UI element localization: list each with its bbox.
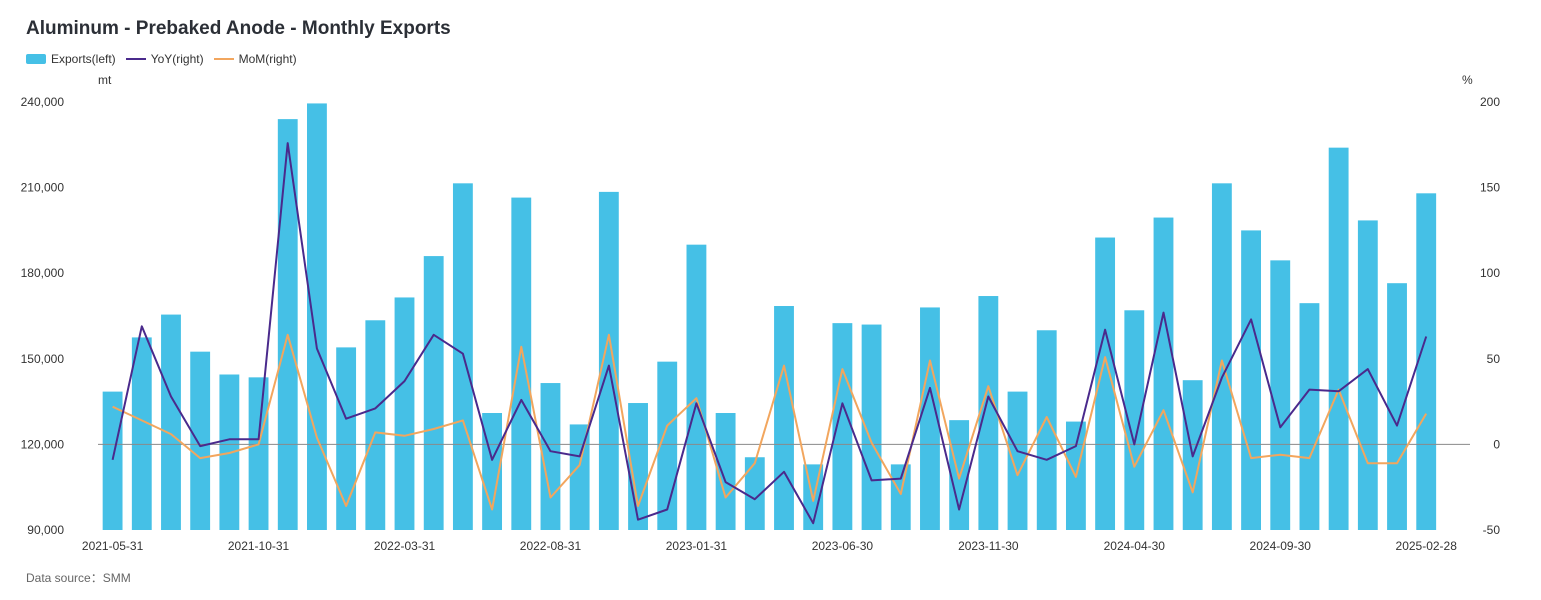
y-right-tick-label: 0 bbox=[1493, 437, 1500, 451]
y-right-tick-label: -50 bbox=[1483, 523, 1501, 537]
bar-exports bbox=[569, 424, 590, 530]
y-right-tick-label: 50 bbox=[1487, 352, 1501, 366]
y-left-tick-label: 150,000 bbox=[21, 352, 65, 366]
bar-exports bbox=[1241, 230, 1261, 530]
bar-exports bbox=[1095, 237, 1116, 531]
x-tick-label: 2023-01-31 bbox=[666, 539, 728, 553]
bar-exports bbox=[1270, 260, 1291, 530]
bar-exports bbox=[1211, 183, 1232, 530]
bar-exports bbox=[598, 191, 619, 530]
x-tick-label: 2023-06-30 bbox=[812, 539, 874, 553]
legend-swatch-yoy bbox=[125, 58, 146, 60]
bar-exports bbox=[1416, 193, 1437, 530]
x-tick-label: 2021-10-31 bbox=[228, 539, 290, 553]
x-tick-label: 2024-04-30 bbox=[1104, 539, 1166, 553]
x-tick-label: 2024-09-30 bbox=[1250, 539, 1312, 553]
legend-label-yoy: YoY(right) bbox=[150, 52, 204, 66]
y-right-tick-label: 200 bbox=[1480, 95, 1500, 109]
legend-item-exports[interactable]: Exports(left) bbox=[26, 52, 116, 66]
bar-exports bbox=[511, 197, 532, 530]
x-tick-label: 2022-03-31 bbox=[374, 539, 436, 553]
chart-title: Aluminum - Prebaked Anode - Monthly Expo… bbox=[26, 18, 451, 39]
y-left-tick-label: 210,000 bbox=[21, 181, 65, 195]
line-yoy bbox=[111, 142, 1428, 525]
x-tick-label: 2023-11-30 bbox=[958, 539, 1019, 553]
data-source-note: Data source：SMM bbox=[26, 571, 131, 585]
bar-exports bbox=[277, 119, 298, 531]
bar-exports bbox=[161, 314, 181, 530]
legend: Exports(left) YoY(right) MoM(right) bbox=[26, 52, 307, 66]
bar-exports bbox=[774, 306, 794, 530]
y-right-tick-label: 150 bbox=[1480, 181, 1500, 195]
legend-item-mom[interactable]: MoM(right) bbox=[213, 52, 297, 66]
bar-exports bbox=[102, 391, 123, 530]
x-tick-label: 2025-02-28 bbox=[1396, 539, 1458, 553]
bar-exports bbox=[1007, 391, 1028, 530]
x-tick-label: 2021-05-31 bbox=[82, 539, 144, 553]
bar-exports bbox=[336, 347, 357, 530]
x-tick-label: 2022-08-31 bbox=[520, 539, 582, 553]
bar-exports bbox=[744, 457, 765, 530]
legend-swatch-exports bbox=[26, 54, 46, 64]
bar-exports bbox=[248, 377, 269, 530]
bar-exports bbox=[190, 351, 211, 530]
line-mom bbox=[112, 333, 1428, 511]
bar-exports bbox=[715, 413, 736, 530]
legend-label-exports: Exports(left) bbox=[51, 52, 116, 66]
left-axis-unit: mt bbox=[98, 73, 112, 87]
bar-exports bbox=[1153, 217, 1174, 530]
y-left-tick-label: 240,000 bbox=[21, 95, 65, 109]
bar-exports bbox=[131, 337, 152, 530]
bar-exports bbox=[1124, 310, 1145, 530]
y-right-tick-label: 100 bbox=[1480, 266, 1500, 280]
bar-exports bbox=[394, 297, 415, 530]
bar-exports bbox=[920, 307, 940, 530]
bar-exports bbox=[307, 103, 327, 530]
bar-exports bbox=[1036, 330, 1057, 530]
y-left-tick-label: 120,000 bbox=[21, 437, 65, 451]
bar-exports bbox=[423, 256, 444, 530]
bar-exports bbox=[686, 244, 707, 530]
bar-exports bbox=[1387, 283, 1407, 530]
bar-exports bbox=[890, 464, 911, 530]
bar-exports bbox=[1328, 147, 1349, 531]
bar-exports bbox=[978, 296, 999, 530]
y-left-tick-label: 180,000 bbox=[21, 266, 65, 280]
bar-exports bbox=[1299, 303, 1320, 530]
y-left-tick-label: 90,000 bbox=[27, 523, 64, 537]
bar-exports bbox=[832, 323, 853, 530]
bar-exports bbox=[861, 324, 882, 530]
legend-swatch-mom bbox=[213, 58, 234, 60]
right-axis-unit: % bbox=[1462, 73, 1473, 87]
legend-label-mom: MoM(right) bbox=[238, 52, 297, 66]
bar-exports bbox=[365, 320, 386, 530]
legend-item-yoy[interactable]: YoY(right) bbox=[125, 52, 204, 66]
